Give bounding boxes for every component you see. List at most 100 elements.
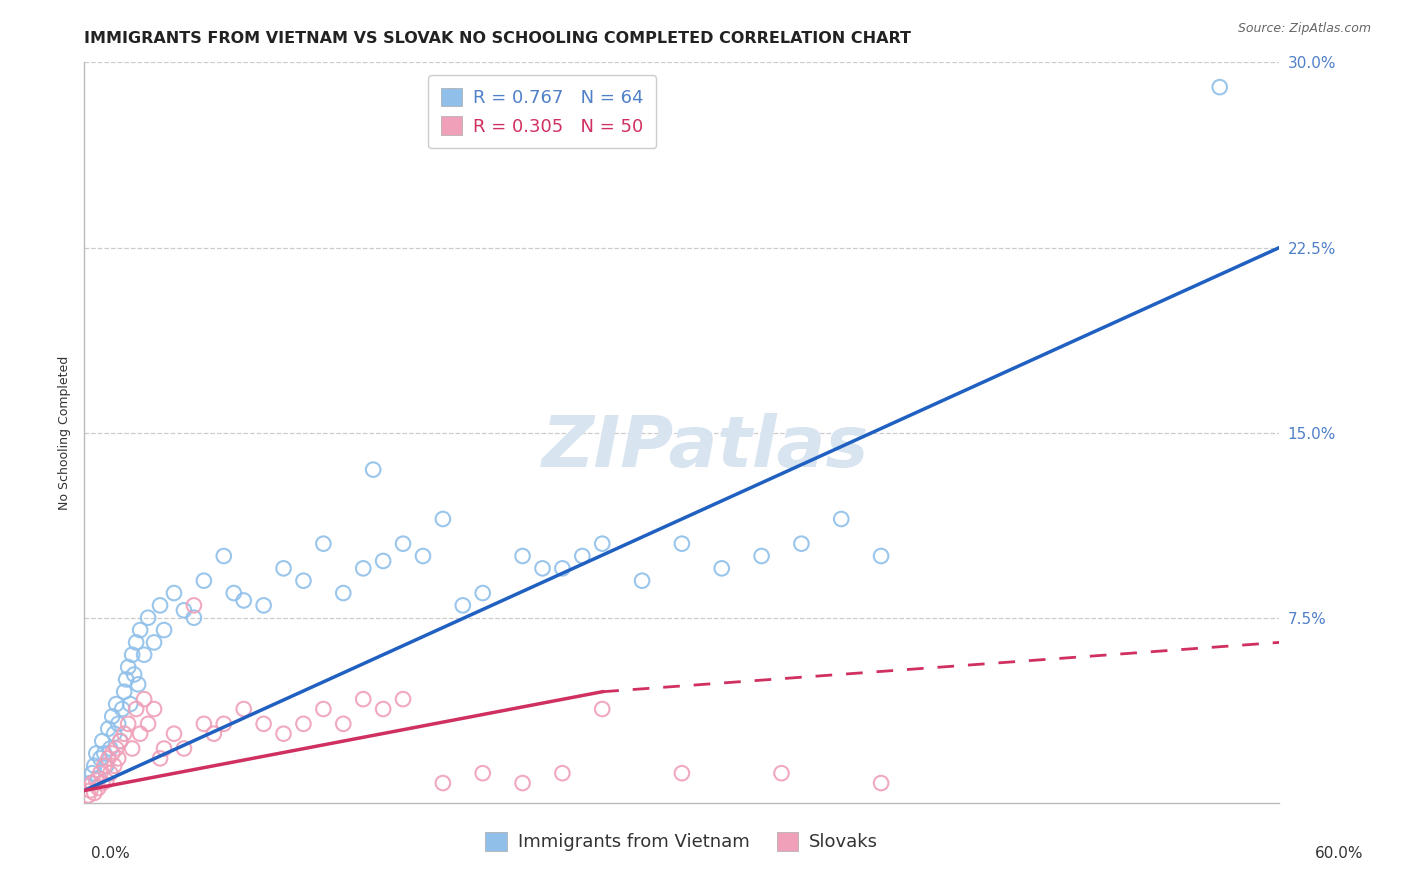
Point [312, 536, 335, 550]
Text: 0.0%: 0.0% [91, 846, 131, 861]
Point [790, 536, 813, 550]
Point [292, 574, 315, 588]
Point [149, 751, 172, 765]
Legend: Immigrants from Vietnam, Slovaks: Immigrants from Vietnam, Slovaks [477, 823, 887, 861]
Point [183, 599, 205, 613]
Point [125, 635, 148, 649]
Point [512, 549, 534, 563]
Point [83, 758, 105, 772]
Point [432, 776, 454, 790]
Point [103, 727, 125, 741]
Point [392, 692, 415, 706]
Point [870, 549, 893, 563]
Point [202, 727, 225, 741]
Point [101, 747, 124, 761]
Point [571, 549, 593, 563]
Point [153, 741, 176, 756]
Point [101, 709, 124, 723]
Point [352, 692, 374, 706]
Point [471, 586, 494, 600]
Y-axis label: No Schooling Completed: No Schooling Completed [58, 356, 72, 509]
Point [292, 716, 315, 731]
Point [105, 697, 128, 711]
Point [79, 776, 101, 790]
Point [212, 716, 235, 731]
Text: Source: ZipAtlas.com: Source: ZipAtlas.com [1237, 22, 1371, 36]
Point [115, 673, 138, 687]
Point [830, 512, 852, 526]
Point [120, 697, 142, 711]
Point [112, 685, 135, 699]
Point [392, 536, 415, 550]
Point [96, 773, 118, 788]
Point [183, 610, 205, 624]
Text: IMMIGRANTS FROM VIETNAM VS SLOVAK NO SCHOOLING COMPLETED CORRELATION CHART: IMMIGRANTS FROM VIETNAM VS SLOVAK NO SCH… [84, 31, 911, 46]
Text: 60.0%: 60.0% [1316, 846, 1364, 861]
Point [91, 734, 114, 748]
Point [212, 549, 235, 563]
Point [1209, 80, 1232, 95]
Point [110, 734, 132, 748]
Point [97, 722, 120, 736]
Point [143, 702, 166, 716]
Point [273, 727, 295, 741]
Point [98, 766, 121, 780]
Text: ZIPatlas: ZIPatlas [543, 413, 869, 482]
Point [512, 776, 534, 790]
Point [117, 716, 139, 731]
Point [253, 599, 276, 613]
Point [112, 727, 135, 741]
Point [751, 549, 773, 563]
Point [153, 623, 176, 637]
Point [163, 727, 186, 741]
Point [361, 462, 384, 476]
Point [117, 660, 139, 674]
Point [273, 561, 295, 575]
Point [253, 716, 276, 731]
Point [121, 741, 143, 756]
Point [143, 635, 166, 649]
Point [149, 599, 172, 613]
Point [111, 702, 134, 716]
Point [136, 716, 159, 731]
Point [870, 776, 893, 790]
Point [132, 648, 156, 662]
Point [87, 771, 110, 785]
Point [121, 648, 143, 662]
Point [132, 692, 156, 706]
Point [332, 586, 354, 600]
Point [551, 766, 574, 780]
Point [89, 751, 111, 765]
Point [87, 780, 110, 795]
Point [83, 786, 105, 800]
Point [232, 702, 254, 716]
Point [97, 751, 120, 765]
Point [451, 599, 474, 613]
Point [79, 783, 101, 797]
Point [129, 623, 152, 637]
Point [373, 702, 395, 716]
Point [82, 776, 104, 790]
Point [222, 586, 245, 600]
Point [86, 747, 108, 761]
Point [373, 554, 395, 568]
Point [631, 574, 654, 588]
Point [107, 751, 129, 765]
Point [96, 758, 118, 772]
Point [412, 549, 434, 563]
Point [173, 741, 195, 756]
Point [93, 758, 115, 772]
Point [173, 603, 195, 617]
Point [531, 561, 554, 575]
Point [432, 512, 454, 526]
Point [77, 789, 100, 803]
Point [82, 766, 104, 780]
Point [103, 758, 125, 772]
Point [193, 574, 215, 588]
Point [710, 561, 733, 575]
Point [591, 702, 613, 716]
Point [312, 702, 335, 716]
Point [91, 776, 114, 790]
Point [105, 741, 128, 756]
Point [332, 716, 354, 731]
